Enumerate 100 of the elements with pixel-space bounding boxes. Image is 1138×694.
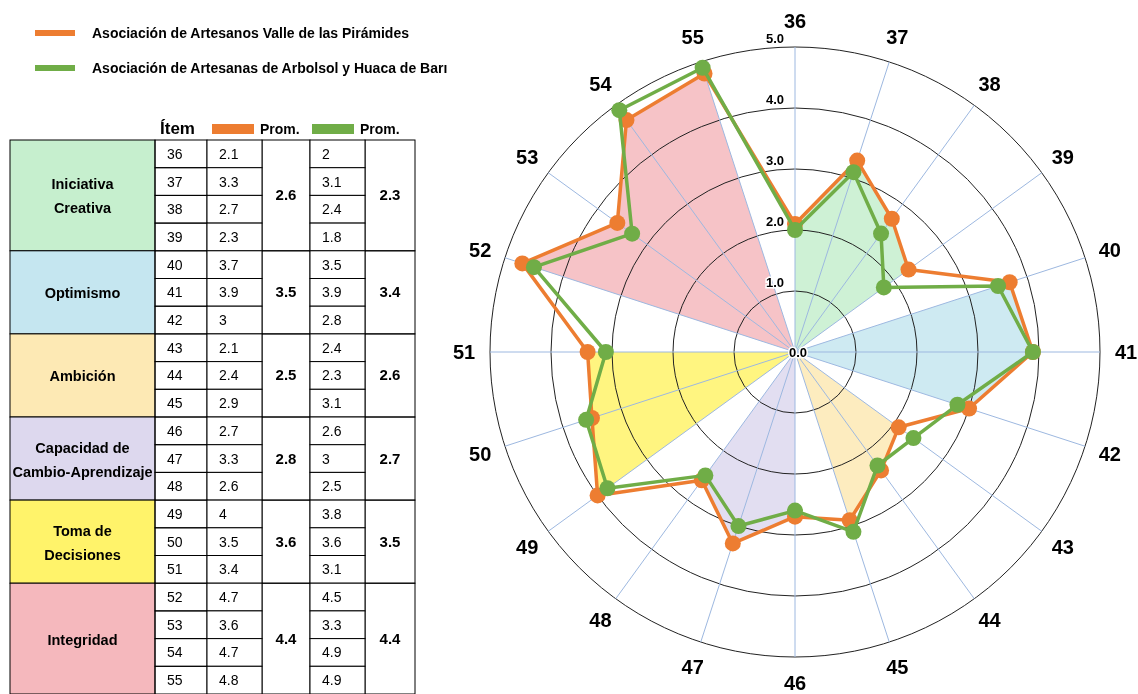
y-tick-label: 44 xyxy=(167,367,183,384)
spoke-label: 50 xyxy=(469,443,492,466)
annotation: 3.6 xyxy=(322,533,342,550)
data-label: 3 xyxy=(322,450,330,467)
data-label: 2.6 xyxy=(322,422,342,439)
data-label: 3.8 xyxy=(322,505,342,522)
annotation: 2.6 xyxy=(275,186,297,204)
annotation: 4.4 xyxy=(275,629,298,647)
data-label: 2.5 xyxy=(322,478,342,495)
data-label: 3.4 xyxy=(219,561,239,578)
spoke-label: 39 xyxy=(1051,146,1074,169)
spoke-label: 51 xyxy=(452,341,476,363)
spoke-label: 43 xyxy=(1051,535,1074,558)
y-tick-label: 3.0 xyxy=(765,153,784,168)
data-label: 4 xyxy=(219,505,227,522)
legend-label: Asociación de Artesanas de Arbolsol y Huaca de Barı xyxy=(92,60,448,76)
text: 2.6 xyxy=(379,366,401,384)
data-label: 2.1 xyxy=(219,339,239,356)
data-label: 2.4 xyxy=(219,367,239,384)
text: 2.7 xyxy=(379,449,401,467)
data-label: 3.1 xyxy=(322,395,342,412)
data-label: 3.6 xyxy=(219,616,239,633)
y-tick-label: 50 xyxy=(167,533,183,550)
y-tick-label: 45 xyxy=(167,395,183,412)
annotation: 3.5 xyxy=(275,283,297,301)
y-tick-label: 53 xyxy=(167,616,183,633)
y-tick-label: 52 xyxy=(167,589,183,606)
spoke-label: 53 xyxy=(516,146,539,169)
y-tick-label: 55 xyxy=(167,672,183,689)
y-tick-label: 38 xyxy=(167,201,183,218)
y-tick-label: 42 xyxy=(167,312,183,329)
text: Prom. xyxy=(360,121,400,137)
data-label: 4.5 xyxy=(322,589,342,606)
data-label: 3.9 xyxy=(219,284,239,301)
spoke-label: 45 xyxy=(886,655,909,678)
spoke-label: 42 xyxy=(1098,443,1121,466)
legend-label: Asociación de Artesanos Valle de las Pirámides xyxy=(92,25,410,41)
data-label: 3.3 xyxy=(219,173,239,190)
text: Optimismo xyxy=(44,285,121,302)
data-label: 2.3 xyxy=(322,367,342,384)
data-label: 2.3 xyxy=(219,228,239,245)
data-label: 2.4 xyxy=(322,201,342,218)
data-label: 4.7 xyxy=(219,589,239,606)
data-label: 3.7 xyxy=(219,256,239,273)
y-tick-label: 43 xyxy=(167,339,183,356)
data-label: 3 xyxy=(219,312,227,329)
data-label: 4.9 xyxy=(322,672,342,689)
data-label: 2.7 xyxy=(219,201,239,218)
data-label: 2.9 xyxy=(219,395,239,412)
spoke-label: 49 xyxy=(516,535,539,558)
data-label: 3.6 xyxy=(275,532,297,550)
text: Ítem xyxy=(160,119,195,138)
y-tick-label: 47 xyxy=(167,450,183,467)
y-tick-label: 54 xyxy=(167,644,183,661)
text: Prom. xyxy=(260,121,300,137)
text: Capacidad de Cambio-Aprendizaje xyxy=(12,439,153,480)
data-label: 2.6 xyxy=(219,478,239,495)
data-label: 3.5 xyxy=(219,533,239,550)
y-tick-label: 36 xyxy=(167,145,183,162)
y-tick-label: 48 xyxy=(167,478,183,495)
text: Toma de Decisiones xyxy=(44,522,121,563)
data-label: 2 xyxy=(322,145,330,162)
spoke-label: 37 xyxy=(886,26,909,49)
data-label: 3.1 xyxy=(322,173,342,190)
y-tick-label: 5.0 xyxy=(765,31,784,46)
spoke-label: 52 xyxy=(469,238,492,261)
text: 3.5 xyxy=(379,532,401,550)
data-label: 3.5 xyxy=(322,256,342,273)
data-label: 4.9 xyxy=(322,644,342,661)
data-label: 1.8 xyxy=(322,228,342,245)
text: Integridad xyxy=(47,631,118,648)
spoke-label: 41 xyxy=(1114,341,1138,363)
spoke-label: 36 xyxy=(783,10,807,32)
spoke-label: 46 xyxy=(783,672,807,694)
text: 3.4 xyxy=(379,283,402,301)
y-tick-label: 51 xyxy=(167,561,183,578)
spoke-label: 40 xyxy=(1098,238,1121,261)
y-tick-label: 37 xyxy=(167,173,183,190)
data-label: 3.3 xyxy=(219,450,239,467)
y-tick-label: 4.0 xyxy=(765,92,784,107)
spoke-label: 38 xyxy=(978,73,1001,96)
annotation: 2.5 xyxy=(275,366,297,384)
spoke-label: 55 xyxy=(681,26,704,49)
text: Iniciativa Creativa xyxy=(51,176,115,217)
data-label: 2.8 xyxy=(322,312,342,329)
text: 2.3 xyxy=(379,186,401,204)
y-tick-label: 49 xyxy=(167,505,183,522)
spoke-label: 44 xyxy=(978,608,1002,631)
data-label: 2.4 xyxy=(322,339,342,356)
data-label: 3.3 xyxy=(322,616,342,633)
y-tick-label: 40 xyxy=(167,256,183,273)
text: 4.4 xyxy=(379,629,402,647)
text: Ambición xyxy=(49,368,116,385)
y-tick-label: 39 xyxy=(167,228,183,245)
data-label: 2.7 xyxy=(219,422,239,439)
data-label: 3.9 xyxy=(322,284,342,301)
y-tick-label: 41 xyxy=(167,284,183,301)
annotation: 2.8 xyxy=(275,449,297,467)
data-label: 3.1 xyxy=(322,561,342,578)
y-tick-label: 0.0 xyxy=(788,345,807,360)
